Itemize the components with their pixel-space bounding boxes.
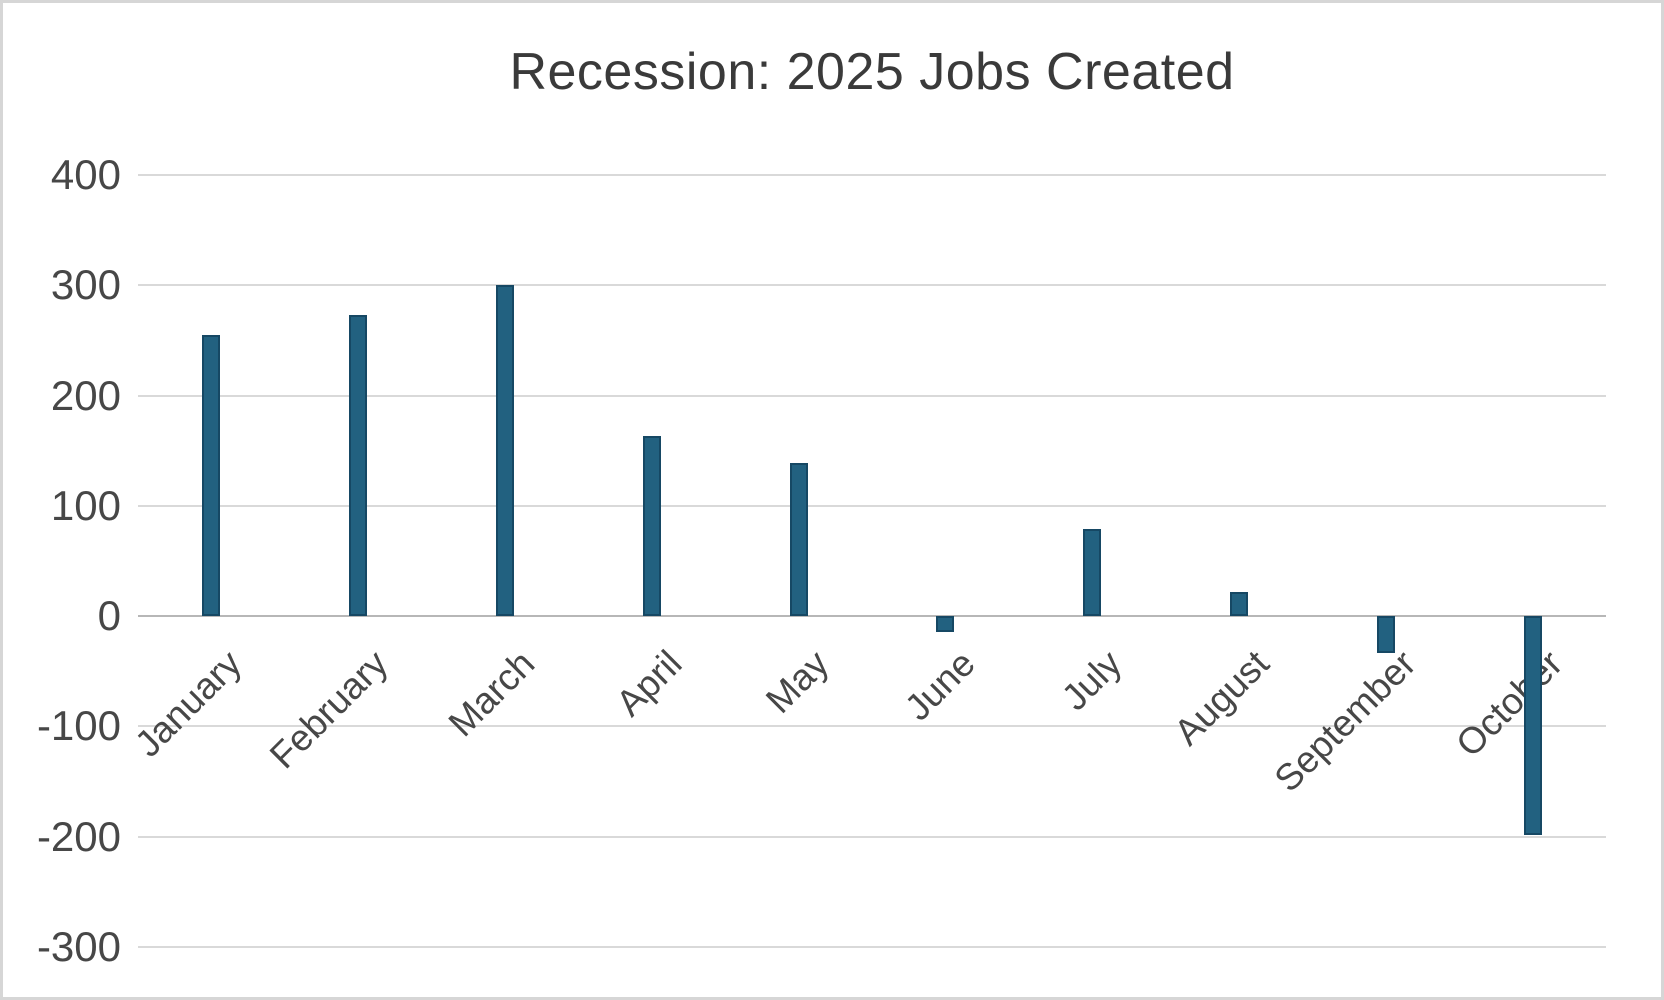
x-axis-tick-label-february: February <box>262 642 396 777</box>
bar-august <box>1230 591 1248 617</box>
bar-july <box>1083 529 1102 617</box>
gridline <box>138 504 1606 507</box>
bar-february <box>349 315 368 617</box>
bar-september <box>1376 616 1395 653</box>
gridline <box>138 284 1606 287</box>
x-axis-zero-line <box>138 615 1606 618</box>
x-axis-tick-label-july: July <box>1054 642 1130 719</box>
gridline <box>138 946 1606 948</box>
x-axis-tick-label-october: October <box>1448 642 1571 765</box>
bar-june <box>936 616 955 632</box>
gridline <box>138 725 1606 728</box>
y-axis-tick-label: 300 <box>50 261 121 309</box>
x-axis-tick-label-june: June <box>897 642 983 729</box>
x-axis-tick-label-may: May <box>757 642 837 722</box>
gridline <box>138 835 1606 838</box>
y-axis-tick-label: 200 <box>50 371 121 419</box>
bar-april <box>642 436 661 617</box>
bar-october <box>1523 616 1542 835</box>
x-axis-tick-label-january: January <box>126 642 249 765</box>
y-axis-tick-label: -200 <box>36 812 121 860</box>
y-axis-tick-label: 400 <box>50 151 121 198</box>
gridline <box>138 174 1606 176</box>
bar-march <box>496 285 514 617</box>
y-axis-tick-label: 0 <box>97 592 121 640</box>
chart-title: Recession: 2025 Jobs Created <box>509 43 1235 101</box>
y-axis-tick-label: 100 <box>50 481 121 529</box>
bar-may <box>789 462 808 617</box>
bar-january <box>202 334 221 617</box>
x-axis-tick-label-september: September <box>1266 642 1424 800</box>
y-axis-tick-label: -300 <box>36 923 121 970</box>
x-axis-tick-label-april: April <box>608 642 690 725</box>
gridline <box>138 394 1606 397</box>
x-axis-tick-label-march: March <box>440 642 543 745</box>
y-axis-tick-label: -100 <box>36 702 121 750</box>
x-axis-tick-label-august: August <box>1166 642 1277 754</box>
